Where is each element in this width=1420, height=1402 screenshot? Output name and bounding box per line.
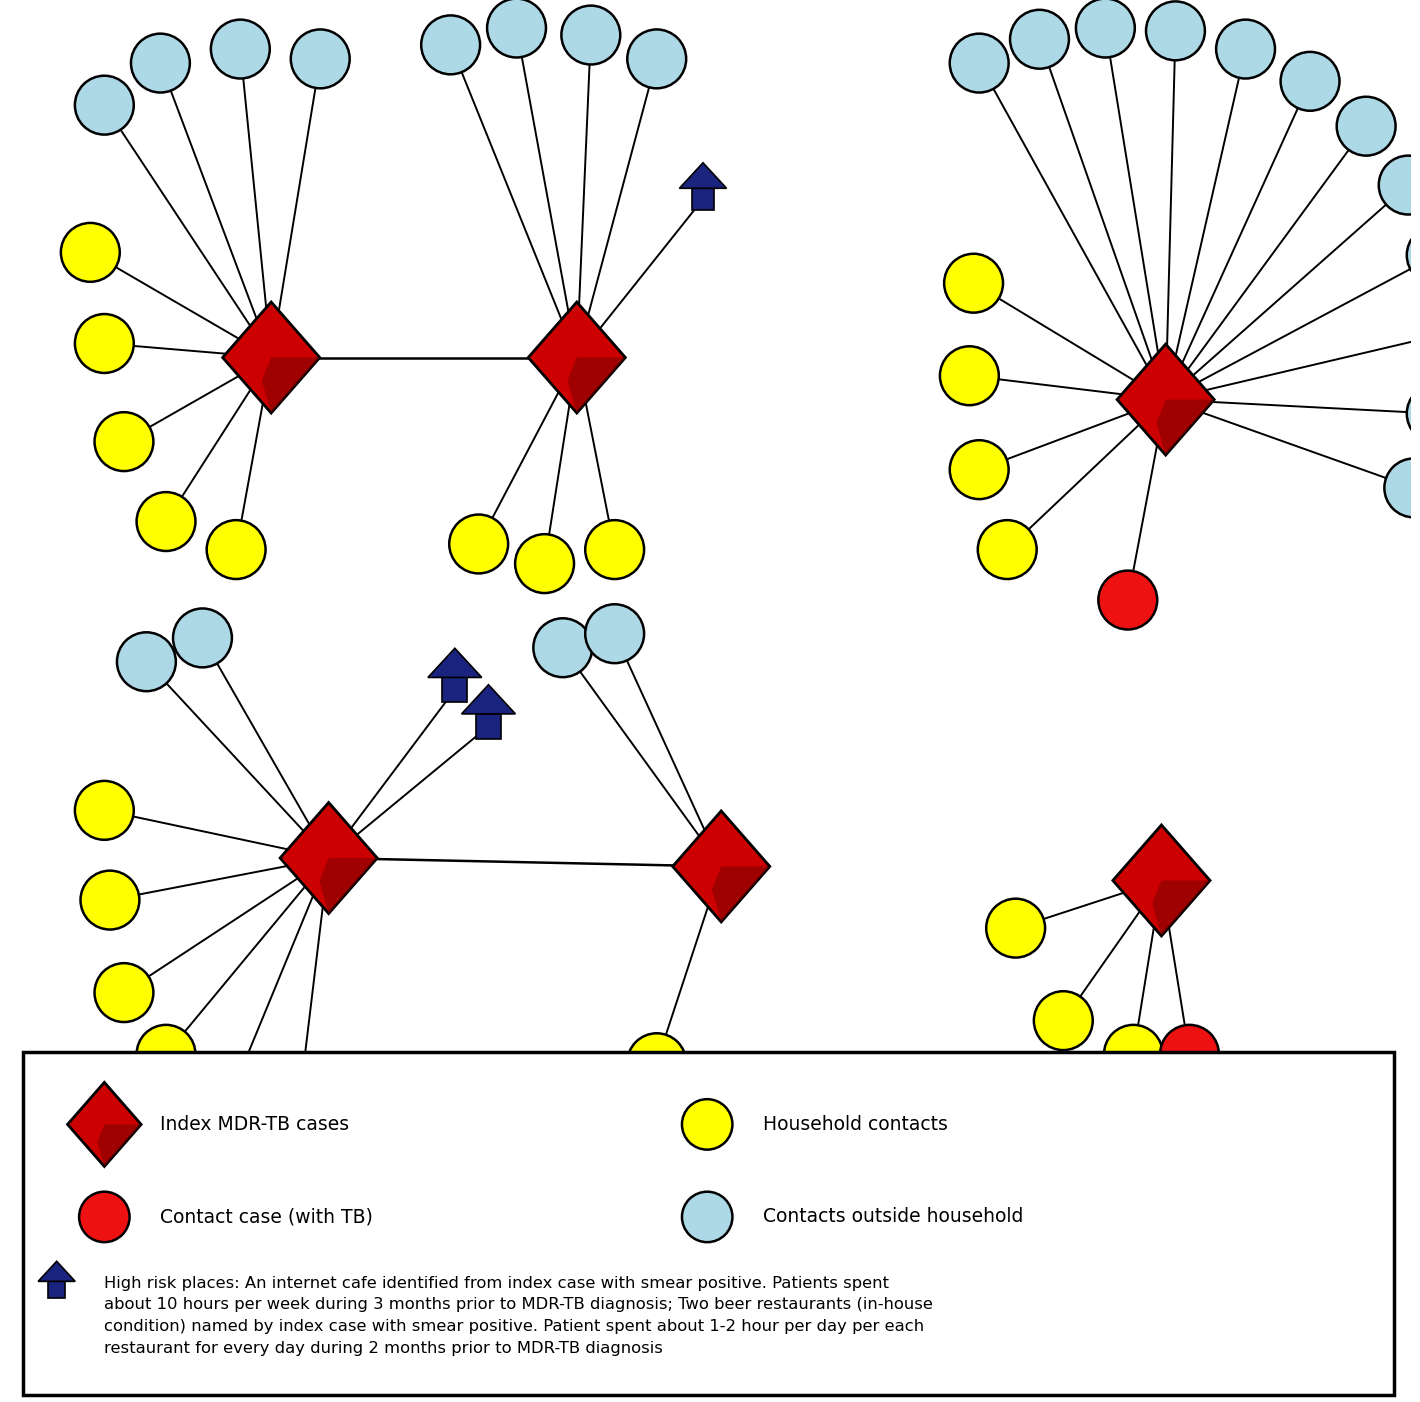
- Circle shape: [1407, 226, 1420, 285]
- Circle shape: [291, 29, 349, 88]
- Polygon shape: [427, 648, 481, 677]
- Circle shape: [1379, 156, 1420, 215]
- Circle shape: [75, 314, 133, 373]
- Circle shape: [1076, 0, 1135, 57]
- Circle shape: [61, 223, 119, 282]
- Circle shape: [1103, 1025, 1163, 1084]
- Circle shape: [978, 520, 1037, 579]
- Circle shape: [585, 520, 645, 579]
- Circle shape: [422, 15, 480, 74]
- Circle shape: [81, 871, 139, 930]
- Circle shape: [271, 1061, 329, 1120]
- Circle shape: [116, 632, 176, 691]
- Polygon shape: [673, 810, 770, 923]
- Circle shape: [487, 0, 545, 57]
- Circle shape: [1216, 20, 1275, 79]
- Circle shape: [682, 1099, 733, 1150]
- Circle shape: [1417, 304, 1420, 363]
- Circle shape: [1407, 384, 1420, 443]
- Circle shape: [173, 608, 231, 667]
- Circle shape: [1160, 1025, 1218, 1084]
- Circle shape: [1336, 97, 1396, 156]
- Circle shape: [950, 34, 1008, 93]
- Text: Contacts outside household: Contacts outside household: [764, 1207, 1024, 1227]
- Circle shape: [561, 6, 621, 64]
- Polygon shape: [98, 1124, 141, 1166]
- Circle shape: [628, 1033, 686, 1092]
- Circle shape: [136, 1025, 196, 1084]
- FancyBboxPatch shape: [23, 1052, 1394, 1395]
- Bar: [476, 714, 501, 739]
- Circle shape: [628, 29, 686, 88]
- Polygon shape: [68, 1082, 141, 1166]
- Circle shape: [944, 254, 1003, 313]
- Circle shape: [1146, 1, 1206, 60]
- Circle shape: [1098, 571, 1157, 629]
- Circle shape: [95, 412, 153, 471]
- Circle shape: [534, 618, 592, 677]
- Bar: [692, 188, 714, 210]
- Circle shape: [950, 440, 1008, 499]
- Polygon shape: [711, 866, 770, 923]
- Polygon shape: [1113, 824, 1210, 937]
- Text: Contact case (with TB): Contact case (with TB): [160, 1207, 373, 1227]
- Circle shape: [1034, 991, 1093, 1050]
- Polygon shape: [1156, 400, 1214, 456]
- Polygon shape: [568, 358, 625, 414]
- Polygon shape: [280, 802, 378, 914]
- Circle shape: [212, 20, 270, 79]
- Circle shape: [136, 492, 196, 551]
- Circle shape: [207, 520, 266, 579]
- Circle shape: [207, 1053, 266, 1112]
- Circle shape: [682, 1192, 733, 1242]
- Bar: [443, 677, 467, 702]
- Circle shape: [940, 346, 998, 405]
- Polygon shape: [320, 858, 378, 914]
- Circle shape: [585, 604, 645, 663]
- Polygon shape: [679, 163, 727, 188]
- Text: Index MDR-TB cases: Index MDR-TB cases: [160, 1115, 349, 1134]
- Polygon shape: [38, 1262, 75, 1281]
- Circle shape: [449, 515, 508, 573]
- Polygon shape: [528, 301, 625, 414]
- Polygon shape: [1118, 343, 1214, 456]
- Circle shape: [75, 76, 133, 135]
- Circle shape: [131, 34, 190, 93]
- Circle shape: [95, 963, 153, 1022]
- Circle shape: [987, 899, 1045, 958]
- Polygon shape: [1152, 880, 1210, 937]
- Bar: [48, 1281, 65, 1298]
- Text: High risk places: An internet cafe identified from index case with smear positiv: High risk places: An internet cafe ident…: [104, 1276, 933, 1356]
- Polygon shape: [462, 684, 515, 714]
- Circle shape: [1010, 10, 1069, 69]
- Circle shape: [1384, 458, 1420, 517]
- Circle shape: [80, 1192, 129, 1242]
- Polygon shape: [223, 301, 320, 414]
- Circle shape: [75, 781, 133, 840]
- Polygon shape: [261, 358, 320, 414]
- Circle shape: [515, 534, 574, 593]
- Text: Household contacts: Household contacts: [764, 1115, 949, 1134]
- Circle shape: [1281, 52, 1339, 111]
